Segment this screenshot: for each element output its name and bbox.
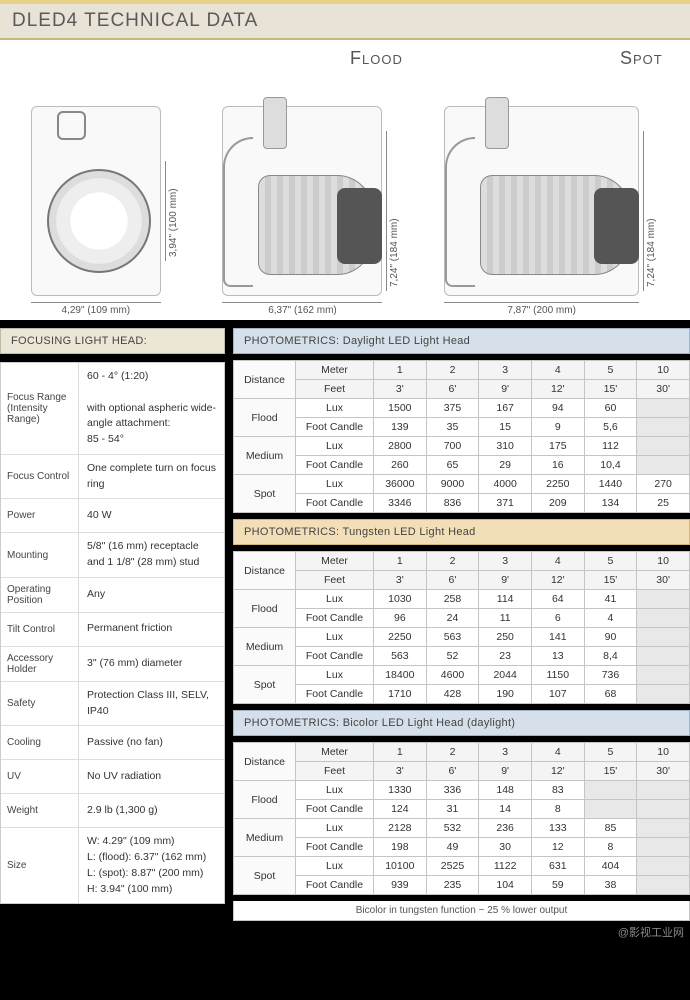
spec-label: Operating Position	[1, 578, 79, 612]
spec-row: SizeW: 4.29" (109 mm) L: (flood): 6.37" …	[1, 827, 224, 903]
table-footnote: Bicolor in tungsten function ~ 25 % lowe…	[233, 901, 690, 921]
spec-label: Safety	[1, 682, 79, 726]
spec-label: Focus Range(Intensity Range)	[1, 363, 79, 454]
table-row: FloodLux15003751679460	[234, 399, 690, 418]
spec-value: 60 - 4° (1:20) with optional aspheric wi…	[79, 363, 224, 454]
diagram-front: 4,29" (109 mm) 3,94" (100 mm)	[31, 106, 181, 316]
spec-row: SafetyProtection Class III, SELV, IP40	[1, 681, 224, 726]
watermark: @影视工业网	[0, 921, 690, 940]
spec-label: Power	[1, 499, 79, 532]
row-group: Medium	[234, 819, 296, 857]
photometrics-table: DistanceMeter1234510Feet3'6'9'12'15'30'F…	[233, 742, 690, 895]
spec-label: Accessory Holder	[1, 647, 79, 681]
col-distance: Distance	[234, 743, 296, 781]
spec-row: Weight2.9 lb (1,300 g)	[1, 793, 224, 827]
spec-label: Size	[1, 828, 79, 903]
diagram-flood-label: Flood	[350, 48, 403, 69]
spec-value: Any	[79, 578, 224, 612]
spec-value: No UV radiation	[79, 760, 224, 793]
spec-value: 3" (76 mm) diameter	[79, 647, 224, 681]
spec-value: 2.9 lb (1,300 g)	[79, 794, 224, 827]
table-row: Foot Candle1984930128	[234, 838, 690, 857]
table-row: MediumLux225056325014190	[234, 628, 690, 647]
diagram-side-flood: 6,37" (162 mm) 7,24" (184 mm)	[222, 106, 402, 316]
col-distance: Distance	[234, 361, 296, 399]
spec-label: Cooling	[1, 726, 79, 759]
spec-label: UV	[1, 760, 79, 793]
row-group: Flood	[234, 399, 296, 437]
row-group: Spot	[234, 475, 296, 513]
diagram-spot-label: Spot	[620, 48, 663, 69]
table-row: MediumLux2800700310175112	[234, 437, 690, 456]
dim-front-height: 3,94" (100 mm)	[165, 161, 181, 261]
specs-table: Focus Range(Intensity Range)60 - 4° (1:2…	[0, 362, 225, 904]
spec-value: Protection Class III, SELV, IP40	[79, 682, 224, 726]
table-row: FloodLux133033614883	[234, 781, 690, 800]
spec-label: Weight	[1, 794, 79, 827]
spec-row: Focus Range(Intensity Range)60 - 4° (1:2…	[1, 363, 224, 454]
dim-flood-width: 6,37" (162 mm)	[222, 302, 382, 316]
table-row: Foot Candle171042819010768	[234, 685, 690, 704]
photometrics-table: DistanceMeter1234510Feet3'6'9'12'15'30'F…	[233, 360, 690, 513]
spec-value: One complete turn on focus ring	[79, 455, 224, 499]
table-row: SpotLux360009000400022501440270	[234, 475, 690, 494]
table-row: Foot Candle12431148	[234, 800, 690, 819]
row-group: Medium	[234, 437, 296, 475]
spec-row: Accessory Holder3" (76 mm) diameter	[1, 646, 224, 681]
spec-value: W: 4.29" (109 mm) L: (flood): 6.37" (162…	[79, 828, 224, 903]
row-group: Spot	[234, 666, 296, 704]
table-row: Foot Candle26065291610,4	[234, 456, 690, 475]
row-group: Medium	[234, 628, 296, 666]
table-row: SpotLux1010025251122631404	[234, 857, 690, 876]
photometrics-header: PHOTOMETRICS: Tungsten LED Light Head	[233, 519, 690, 545]
spec-row: UVNo UV radiation	[1, 759, 224, 793]
col-distance: Distance	[234, 552, 296, 590]
photometrics-header: PHOTOMETRICS: Daylight LED Light Head	[233, 328, 690, 354]
photometrics-header: PHOTOMETRICS: Bicolor LED Light Head (da…	[233, 710, 690, 736]
row-group: Flood	[234, 590, 296, 628]
dim-spot-height: 7,24" (184 mm)	[643, 131, 659, 291]
photometrics-table: DistanceMeter1234510Feet3'6'9'12'15'30'F…	[233, 551, 690, 704]
spec-row: Operating PositionAny	[1, 577, 224, 612]
spec-value: 40 W	[79, 499, 224, 532]
spec-row: Power40 W	[1, 498, 224, 532]
dim-spot-width: 7,87" (200 mm)	[444, 302, 639, 316]
spec-label: Focus Control	[1, 455, 79, 499]
technical-diagram-panel: Flood Spot 4,29" (109 mm) 3,94" (100 mm)…	[0, 40, 690, 320]
dim-flood-height: 7,24" (184 mm)	[386, 131, 402, 291]
row-group: Spot	[234, 857, 296, 895]
table-row: MediumLux212853223613385	[234, 819, 690, 838]
table-row: Foot Candle9392351045938	[234, 876, 690, 895]
table-row: Foot Candle5635223138,4	[234, 647, 690, 666]
focusing-header: FOCUSING LIGHT HEAD:	[0, 328, 225, 354]
table-row: FloodLux10302581146441	[234, 590, 690, 609]
spec-label: Tilt Control	[1, 613, 79, 646]
spec-value: Permanent friction	[79, 613, 224, 646]
diagram-side-spot: 7,87" (200 mm) 7,24" (184 mm)	[444, 106, 659, 316]
spec-row: Tilt ControlPermanent friction	[1, 612, 224, 646]
spec-label: Mounting	[1, 533, 79, 577]
spec-value: 5/8" (16 mm) receptacle and 1 1/8" (28 m…	[79, 533, 224, 577]
page-title: DLED4 TECHNICAL DATA	[0, 0, 690, 40]
table-row: Foot Candle334683637120913425	[234, 494, 690, 513]
spec-value: Passive (no fan)	[79, 726, 224, 759]
table-row: Foot Candle139351595,6	[234, 418, 690, 437]
row-group: Flood	[234, 781, 296, 819]
dim-front-width: 4,29" (109 mm)	[31, 302, 161, 316]
spec-row: Mounting5/8" (16 mm) receptacle and 1 1/…	[1, 532, 224, 577]
table-row: SpotLux18400460020441150736	[234, 666, 690, 685]
spec-row: CoolingPassive (no fan)	[1, 725, 224, 759]
spec-row: Focus ControlOne complete turn on focus …	[1, 454, 224, 499]
table-row: Foot Candle96241164	[234, 609, 690, 628]
